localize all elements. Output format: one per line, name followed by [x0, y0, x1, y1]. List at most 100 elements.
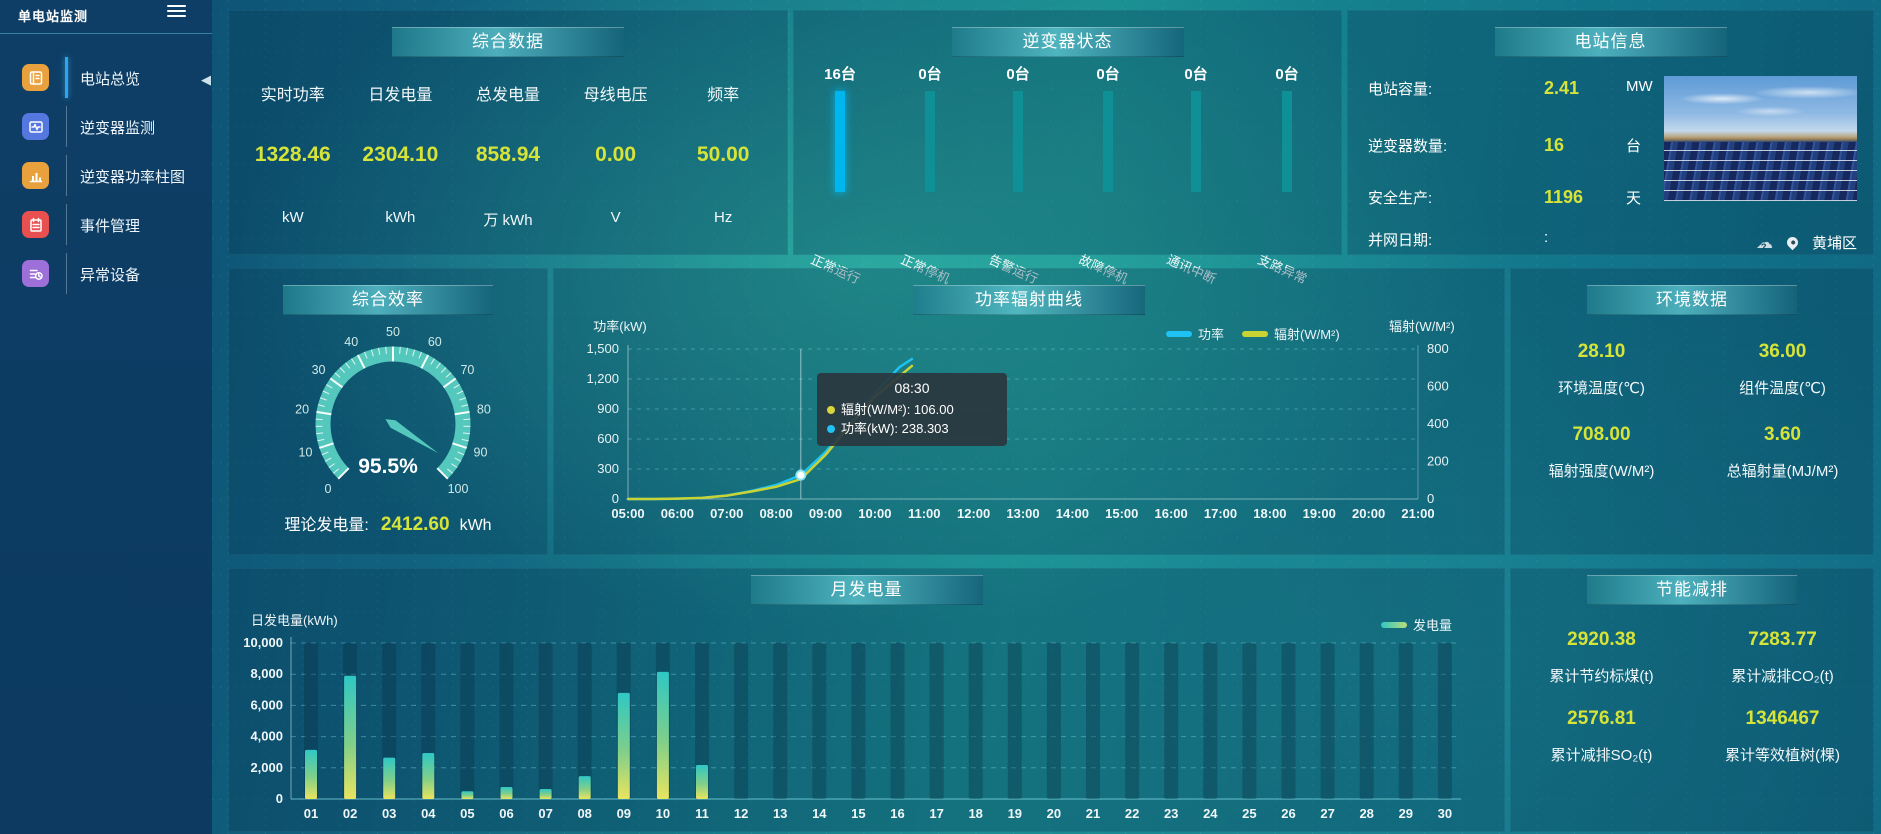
- svg-text:12:00: 12:00: [957, 506, 990, 521]
- overview-icon: [22, 64, 49, 91]
- station-footer: ☁? 黄埔区: [1756, 232, 1857, 253]
- station-row-unit: 天: [1626, 190, 1642, 207]
- metric-value: 858.94: [475, 143, 541, 166]
- svg-text:10:00: 10:00: [858, 506, 891, 521]
- legend-item[interactable]: 辐射(W/M²): [1242, 324, 1340, 343]
- event-management-icon: [22, 211, 49, 238]
- tooltip-row: 功率(kW): 238.303: [827, 419, 997, 438]
- stat-label: 环境温度(℃): [1558, 380, 1645, 397]
- svg-text:6,000: 6,000: [250, 697, 283, 712]
- stat-value: 3.60: [1764, 424, 1801, 445]
- svg-text:27: 27: [1320, 806, 1334, 821]
- menu-toggle-icon[interactable]: [167, 5, 186, 19]
- svg-text:0: 0: [612, 491, 619, 506]
- metric-value: 50.00: [696, 143, 750, 166]
- panel-inverter-status-title: 逆变器状态: [951, 27, 1184, 57]
- svg-text:26: 26: [1281, 806, 1295, 821]
- stat-cell: 36.00 组件温度(℃): [1692, 341, 1873, 398]
- monthly-generation-chart: 0 2,000 4,000 6,000 8,000 10,000 日发电量(kWh) 01 02…: [243, 613, 1461, 821]
- svg-text:60: 60: [428, 335, 442, 349]
- stat-cell: 1346467 累计等效植树(棵): [1692, 708, 1873, 765]
- panel-efficiency-title: 综合效率: [283, 285, 493, 315]
- svg-text:18: 18: [968, 806, 982, 821]
- panel-efficiency: 综合效率 0 10 20 30 40 50 60 70 80 90 100 95.5% 理论发电量:…: [228, 268, 548, 555]
- stat-value: 28.10: [1577, 341, 1626, 362]
- tooltip-time: 08:30: [894, 380, 930, 396]
- svg-text:07:00: 07:00: [710, 506, 743, 521]
- weather-cloud-icon[interactable]: ☁?: [1755, 233, 1773, 252]
- sidebar-item-overview[interactable]: 电站总览: [0, 53, 212, 102]
- svg-text:800: 800: [1427, 341, 1449, 356]
- panel-monthly-title: 月发电量: [750, 575, 983, 605]
- stat-label: 辐射强度(W/M²): [1548, 463, 1655, 480]
- svg-text:4,000: 4,000: [250, 729, 283, 744]
- inverter-count: 0台: [1006, 66, 1030, 83]
- legend-item[interactable]: 发电量: [1381, 615, 1452, 634]
- svg-text:08: 08: [577, 806, 591, 821]
- station-photo: [1664, 76, 1857, 201]
- stat-label: 累计节约标煤(t): [1549, 668, 1654, 685]
- svg-text:30: 30: [312, 363, 326, 377]
- metric-value: 1328.46: [254, 143, 331, 166]
- inverter-status-bar: [1103, 91, 1113, 192]
- svg-text:07: 07: [538, 806, 552, 821]
- svg-text:10: 10: [656, 806, 670, 821]
- svg-text:70: 70: [460, 363, 474, 377]
- metric-unit: kW: [281, 209, 304, 226]
- legend-label: 功率: [1198, 327, 1225, 342]
- station-row-unit: 台: [1626, 138, 1642, 155]
- svg-text:0: 0: [1427, 491, 1434, 506]
- monthly-legend: 发电量: [1381, 615, 1452, 634]
- svg-text:1,500: 1,500: [586, 341, 619, 356]
- energy-saving-stats: 2920.38 累计节约标煤(t) 7283.77 累计减排CO₂(t) 2576.81…: [1511, 629, 1873, 765]
- metric-unit: 万 kWh: [483, 212, 533, 229]
- sidebar-collapse-arrow[interactable]: ◀: [201, 72, 211, 87]
- svg-text:90: 90: [474, 445, 488, 459]
- stat-cell: 3.60 总辐射量(MJ/M²): [1692, 424, 1873, 481]
- sidebar-item-abnormal-device[interactable]: 异常设备: [0, 249, 212, 298]
- svg-text:21:00: 21:00: [1401, 506, 1434, 521]
- inverter-count: 0台: [1184, 66, 1208, 83]
- legend-label: 辐射(W/M²): [1274, 327, 1340, 342]
- panel-environment: 环境数据 28.10 环境温度(℃) 36.00 组件温度(℃) 708.00 辐射强度(…: [1510, 268, 1874, 555]
- legend-swatch: [1242, 330, 1269, 337]
- svg-text:29: 29: [1399, 806, 1413, 821]
- sidebar: 单电站监测 电站总览 逆变器监测 逆变器功率柱图 事件管理 异常设备: [0, 0, 212, 834]
- theory-generation-label: 理论发电量:: [284, 517, 369, 534]
- panel-summary: 综合数据 实时功率 1328.46 kW 日发电量 2304.10 kWh 总发电量 858.…: [228, 10, 788, 255]
- svg-text:17:00: 17:00: [1204, 506, 1237, 521]
- stat-label: 总辐射量(MJ/M²): [1726, 463, 1839, 480]
- svg-text:08:00: 08:00: [760, 506, 793, 521]
- inverter-monitor-icon: [22, 113, 49, 140]
- svg-text:17: 17: [929, 806, 943, 821]
- legend-item[interactable]: 功率: [1166, 324, 1224, 343]
- svg-text:03: 03: [382, 806, 396, 821]
- tooltip-series-dot: [827, 424, 835, 433]
- stat-value: 2576.81: [1567, 708, 1636, 729]
- metric-label: 实时功率: [260, 87, 325, 104]
- svg-text:300: 300: [597, 461, 619, 476]
- svg-text:01: 01: [304, 806, 318, 821]
- sidebar-item-inverter-power-bars[interactable]: 逆变器功率柱图: [0, 151, 212, 200]
- summary-metric: 母线电压 0.00 V: [562, 81, 670, 230]
- metric-value: 0.00: [595, 143, 637, 166]
- metric-label: 总发电量: [475, 87, 540, 104]
- svg-text:13:00: 13:00: [1006, 506, 1039, 521]
- legend-swatch: [1381, 621, 1407, 628]
- svg-text:13: 13: [773, 806, 787, 821]
- svg-text:19: 19: [1008, 806, 1022, 821]
- location-pin-icon[interactable]: [1784, 234, 1801, 251]
- tooltip-series-dot: [827, 405, 835, 414]
- svg-text:11: 11: [695, 806, 709, 821]
- station-row-label: 并网日期:: [1368, 232, 1433, 249]
- svg-text:功率(kW): 功率(kW): [593, 319, 646, 334]
- sidebar-item-event-management[interactable]: 事件管理: [0, 200, 212, 249]
- svg-text:19:00: 19:00: [1303, 506, 1336, 521]
- panel-inverter-status: 逆变器状态 16台 正常运行 0台 正常停机 0台 告警运行 0台 故障停机 0台 通讯中断 0台支…: [793, 10, 1342, 287]
- inverter-status-bar: [1282, 91, 1292, 192]
- svg-text:21: 21: [1086, 806, 1100, 821]
- legend-swatch: [1166, 330, 1192, 337]
- sidebar-item-inverter-monitor[interactable]: 逆变器监测: [0, 102, 212, 151]
- panel-station-info-title: 电站信息: [1494, 27, 1727, 57]
- metric-unit: V: [610, 209, 621, 226]
